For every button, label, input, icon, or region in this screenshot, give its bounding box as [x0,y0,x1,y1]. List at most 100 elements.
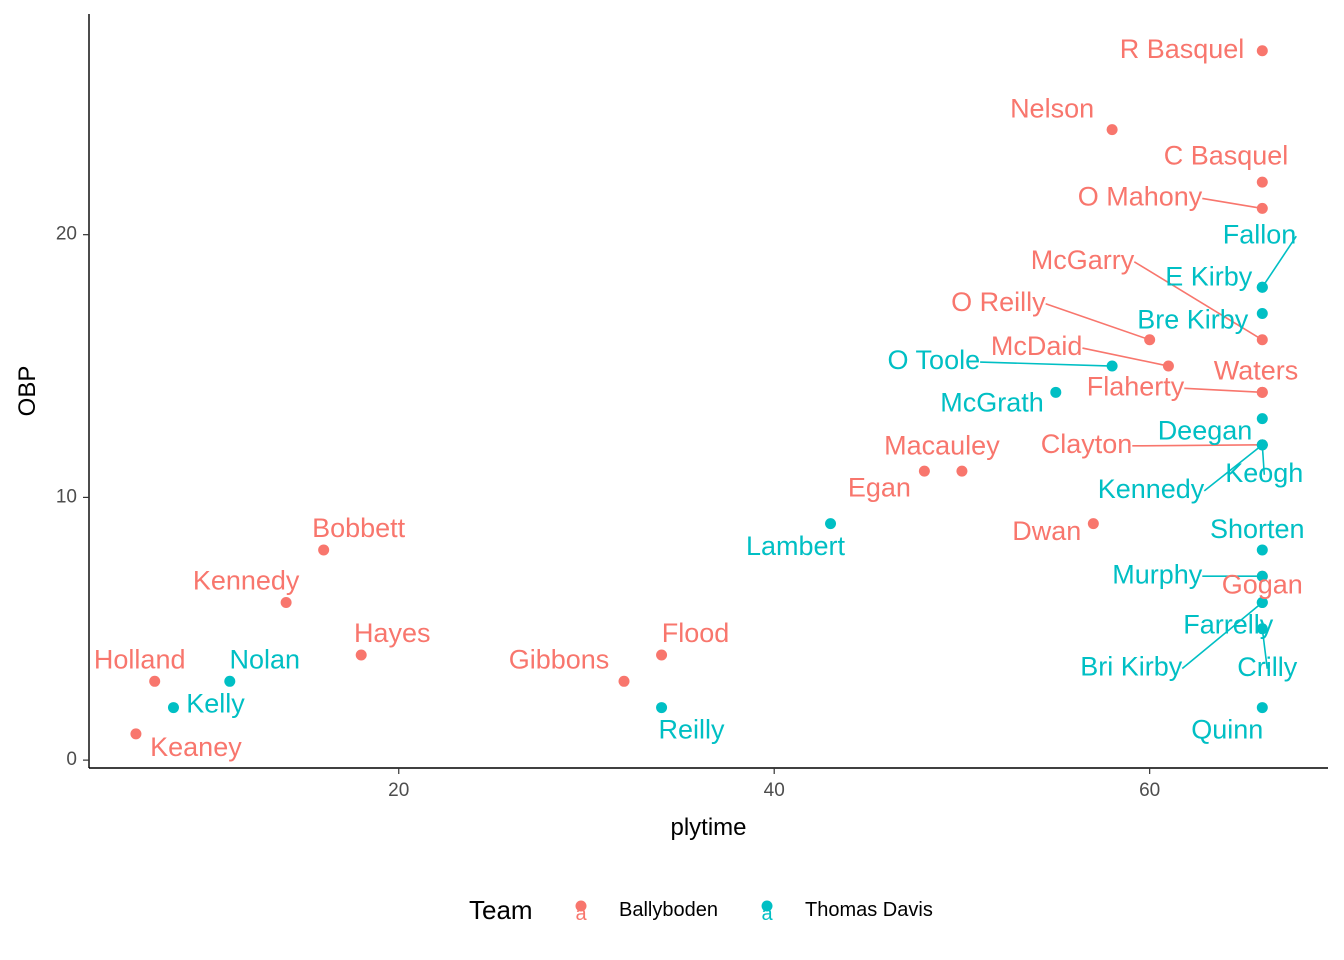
point-label-c-basquel: C Basquel [1164,140,1289,170]
point-label-bri-kirby: Bri Kirby [1080,652,1183,682]
point-label-crilly: Crilly [1237,652,1297,682]
point-label-egan: Egan [848,472,911,502]
point-nelson [1106,124,1118,136]
point-label-reilly: Reilly [659,715,726,745]
point-mcgarry [1256,334,1268,346]
point-label-mcgarry: McGarry [1031,245,1135,275]
point-crilly [1256,623,1268,635]
point-label-dwan: Dwan [1012,516,1081,546]
axes: 20 40 60 0 10 20 plytime OBP [14,14,1328,841]
y-tick-label: 0 [66,749,77,770]
point-e-kirby [1256,281,1268,293]
leader-line-crilly [1261,628,1269,669]
point-label-waters: Waters [1214,355,1299,385]
legend-title: Team [469,895,533,925]
point-lambert [825,518,837,530]
x-tick-label: 60 [1139,780,1160,801]
point-label-shorten: Shorten [1210,514,1305,544]
point-label-holland: Holland [94,644,186,674]
point-shorten [1256,544,1268,556]
point-gibbons [618,675,630,687]
point-label-bobbett: Bobbett [312,513,406,543]
leader-line-o-reilly [1045,303,1150,341]
point-egan [918,465,930,477]
leader-line-mcdaid [1082,347,1169,367]
point-labels: R Basquel Nelson C Basquel O Mahony McGarry O… [94,34,1305,762]
point-label-keogh: Keogh [1225,458,1303,488]
point-keaney [130,728,142,740]
point-c-basquel [1256,176,1268,188]
point-label-murphy: Murphy [1112,559,1203,589]
point-label-hayes: Hayes [354,618,431,648]
x-tick-label: 20 [388,780,409,801]
point-label-kennedy: Kennedy [1098,474,1205,504]
point-label-nolan: Nolan [230,644,301,674]
point-nolan [224,675,236,687]
point-kennedy [280,596,292,608]
point-label-r-basquel: R Basquel [1120,34,1245,64]
point-label-flood: Flood [662,618,730,648]
point-o-reilly [1144,334,1156,346]
x-axis-title: plytime [670,814,746,841]
point-label-mcdaid: McDaid [991,331,1083,361]
point-label-deegan: Deegan [1158,416,1253,446]
point-bobbett [318,544,330,556]
point-dwan [1087,518,1099,530]
y-tick-label: 10 [56,486,77,507]
point-flood [656,649,668,661]
point-mcdaid [1162,360,1174,372]
point-o-toole [1106,360,1118,372]
legend-key-ballyboden [575,900,587,912]
point-label-o-toole: O Toole [888,345,981,375]
point-reilly [656,702,668,714]
leader-line-kennedy [1203,444,1263,492]
point-label-kennedy: Kennedy [193,566,300,596]
point-flaherty [1256,386,1268,398]
point-label-macauley: Macauley [884,430,1000,460]
point-label-mcgrath: McGrath [940,387,1044,417]
point-label-o-reilly: O Reilly [951,287,1046,317]
point-label-farrelly: Farrelly [1183,610,1274,640]
leader-line-mcgarry [1133,261,1263,341]
point-label-gogan: Gogan [1222,569,1303,599]
point-label-o-mahony: O Mahony [1078,182,1203,212]
point-holland [149,675,161,687]
point-label-clayton: Clayton [1041,429,1133,459]
x-tick-label: 40 [764,780,785,801]
point-r-basquel [1256,45,1268,57]
legend-key-glyph: a [761,903,773,925]
point-o-mahony [1256,202,1268,214]
point-label-gibbons: Gibbons [509,644,610,674]
point-kelly [167,702,179,714]
point-murphy [1256,570,1268,582]
point-label-kelly: Kelly [186,689,245,719]
legend: Team a Ballyboden a Thomas Davis [469,895,933,925]
data-points [130,45,1268,740]
leader-line-flaherty [1184,387,1263,394]
leader-line-o-toole [980,361,1113,367]
point-macauley [956,465,968,477]
label-leader-lines [980,197,1297,670]
leader-line-bri-kirby [1181,601,1263,670]
point-label-bre-kirby: Bre Kirby [1137,305,1249,335]
point-bre-kirby [1256,307,1268,319]
point-label-keaney: Keaney [150,732,242,762]
leader-line-clayton [1132,444,1263,447]
legend-label-thomas-davis: Thomas Davis [805,899,933,921]
y-axis-title: OBP [14,366,41,417]
point-kennedy [1256,439,1268,451]
leader-line-o-mahony [1202,197,1263,210]
legend-label-ballyboden: Ballyboden [619,899,718,921]
leader-line-fallon [1261,235,1297,288]
point-label-nelson: Nelson [1010,94,1094,124]
point-quinn [1256,702,1268,714]
point-label-lambert: Lambert [746,531,846,561]
point-deegan [1256,413,1268,425]
legend-key-glyph: a [575,903,587,925]
point-label-e-kirby: E Kirby [1165,261,1253,291]
point-mcgrath [1050,386,1062,398]
point-bri-kirby [1256,596,1268,608]
point-label-flaherty: Flaherty [1087,371,1185,401]
point-label-quinn: Quinn [1191,715,1263,745]
y-tick-label: 20 [56,224,77,245]
